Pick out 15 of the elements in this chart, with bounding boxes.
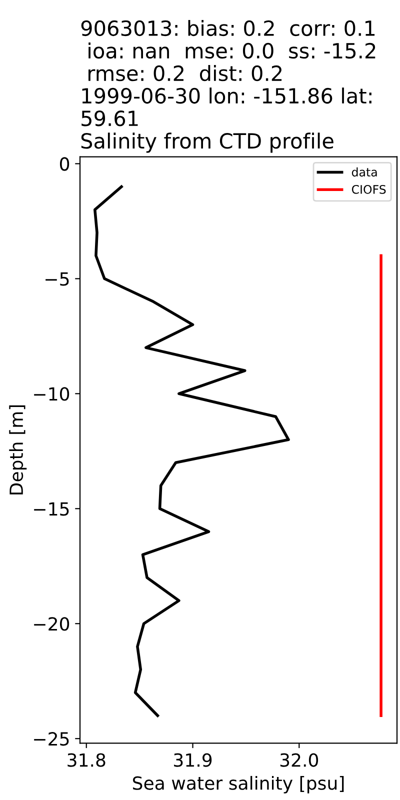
y-tick-label: −5 [46, 272, 69, 286]
y-tick-label: 0 [60, 157, 70, 171]
x-tick-label: 32.0 [280, 753, 318, 767]
legend-label: data [352, 167, 377, 177]
y-axis-title: Depth [m] [9, 405, 27, 494]
y-tick-label: −25 [34, 732, 69, 746]
legend-label: CIOFS [352, 184, 386, 194]
x-axis-title: Sea water salinity [psu] [132, 776, 344, 794]
chart-title: 9063013: bias: 0.2 corr: 0.1 ioa: nan mse: 0.0 ss: -15.2 rmse: 0.2 dist: 0.2 1999-06-30 lon: -151.86 lat: 59.61 Salinity from CTD profile [81, 20, 376, 153]
line-series [94, 185, 290, 717]
y-tick-label: −10 [34, 387, 70, 401]
y-tick-label: −20 [34, 617, 70, 631]
x-tick-label: 31.9 [174, 753, 212, 767]
x-tick-label: 31.8 [68, 753, 106, 767]
y-tick-label: −15 [34, 502, 69, 516]
